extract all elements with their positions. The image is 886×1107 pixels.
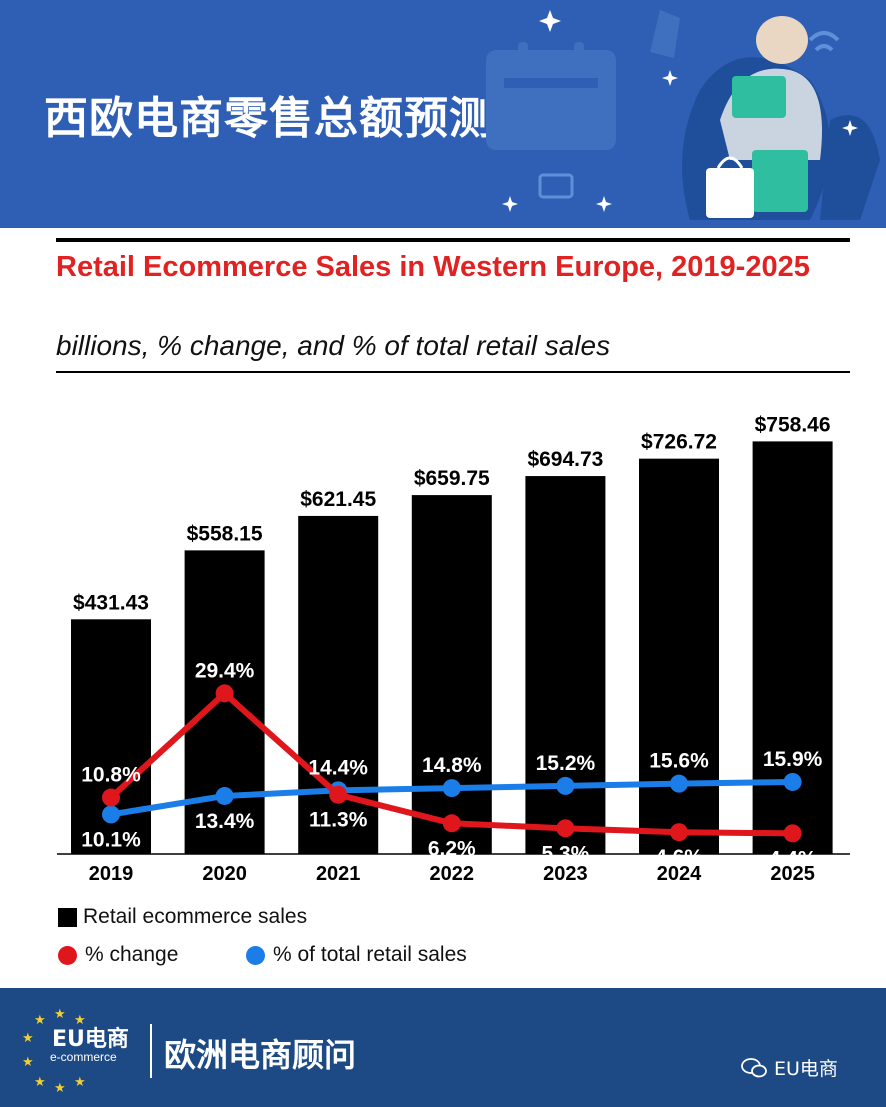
chart-subtitle: billions, % change, and % of total retai… (56, 330, 611, 361)
svg-text:★: ★ (34, 1075, 46, 1090)
legend-item-share: % of total retail sales (246, 943, 467, 967)
shopping-bag-icon (732, 76, 786, 118)
chart-plot: $431.43 $558.15 $621.45 $659.75 $694.73 $726.… (57, 413, 850, 885)
bar-value-label-2021: $621.45 (300, 488, 376, 511)
change-point-2025 (783, 824, 802, 843)
change-point-2020 (215, 684, 234, 703)
legend-swatch-change (58, 945, 77, 965)
page-title: 西欧电商零售总额预测 (44, 93, 494, 144)
svg-text:★: ★ (74, 1013, 86, 1028)
legend-label-share: % of total retail sales (273, 943, 467, 966)
avatar (756, 16, 808, 64)
share-value-label-2023: 15.2% (536, 752, 596, 775)
x-tick-label-2021: 2021 (316, 863, 361, 885)
bar-value-label-2025: $758.46 (755, 413, 831, 436)
sparkle-icons (502, 10, 858, 212)
chart-top-rule (56, 238, 850, 242)
share-point-2022 (442, 779, 461, 798)
change-value-label-2024: 4.6% (655, 846, 703, 869)
svg-text:★: ★ (74, 1075, 86, 1090)
eu-stars-icon: ★ ★ ★ ★ ★ ★ ★ ★ (22, 1007, 86, 1096)
change-value-label-2025: 4.4% (769, 847, 817, 870)
x-tick-label-2020: 2020 (202, 863, 247, 885)
legend-label-change: % change (85, 943, 179, 966)
svg-text:★: ★ (22, 1031, 34, 1046)
bar-value-label-2023: $694.73 (527, 448, 603, 471)
bar-value-label-2019: $431.43 (73, 591, 149, 614)
wechat-icon (741, 1057, 767, 1077)
footer-divider (150, 1024, 152, 1078)
svg-text:★: ★ (54, 1081, 66, 1096)
legend-label-sales: Retail ecommerce sales (83, 905, 308, 928)
share-point-2019 (102, 805, 120, 824)
bar-2023 (525, 476, 606, 854)
bar-value-label-2022: $659.75 (414, 467, 490, 490)
legend-item-sales: Retail ecommerce sales (58, 905, 307, 929)
svg-text:★: ★ (34, 1013, 46, 1028)
logo-text: EU电商 (52, 1027, 129, 1052)
bar-2025 (752, 441, 833, 854)
change-point-2024 (670, 823, 688, 842)
share-value-label-2019: 10.1% (81, 828, 141, 851)
legend-item-change: % change (58, 943, 178, 967)
change-value-label-2020: 29.4% (195, 659, 255, 682)
change-point-2021 (329, 785, 348, 804)
change-value-label-2022: 6.2% (428, 837, 476, 860)
share-value-label-2020: 13.4% (195, 810, 255, 833)
x-tick-label-2019: 2019 (89, 863, 134, 885)
shopping-bag-icon-2 (752, 150, 808, 212)
change-value-label-2023: 5.3% (541, 842, 589, 865)
legend-swatch-share (246, 945, 265, 965)
chart-bottom-rule (56, 371, 850, 373)
share-point-2024 (670, 774, 688, 793)
svg-text:★: ★ (54, 1007, 66, 1022)
share-value-label-2022: 14.8% (422, 754, 482, 777)
legend-swatch-sales (58, 907, 77, 927)
card-icon (538, 173, 574, 199)
wechat-account[interactable]: EU电商 (740, 1054, 838, 1081)
calendar-icon (486, 50, 616, 150)
share-value-label-2021: 14.4% (308, 756, 368, 779)
change-value-label-2019: 10.8% (81, 764, 141, 787)
logo-subtext: e-commerce (50, 1050, 117, 1064)
share-point-2020 (215, 786, 234, 805)
shopping-bag-icon-3 (706, 168, 754, 218)
price-tag-icon (650, 10, 680, 58)
bar-value-label-2020: $558.15 (187, 522, 263, 545)
x-tick-label-2024: 2024 (657, 863, 702, 885)
bar-2022 (411, 495, 492, 854)
share-point-2025 (783, 772, 802, 791)
chart-title: Retail Ecommerce Sales in Western Europe… (56, 251, 810, 283)
change-point-2023 (556, 819, 575, 838)
wifi-icon (808, 31, 840, 42)
x-tick-label-2025: 2025 (770, 863, 815, 885)
change-value-label-2021: 11.3% (309, 809, 368, 832)
x-tick-label-2023: 2023 (543, 863, 588, 885)
share-value-label-2024: 15.6% (649, 750, 709, 773)
share-point-2023 (556, 776, 575, 795)
brand-name: 欧洲电商顾问 (164, 1036, 357, 1074)
x-tick-label-2022: 2022 (430, 863, 475, 885)
svg-text:★: ★ (22, 1055, 34, 1070)
footer-bar: ★ ★ ★ ★ ★ ★ ★ ★ EU电商 e-commerce 欧洲电商顾问 E… (0, 988, 886, 1107)
share-value-label-2025: 15.9% (763, 748, 823, 771)
wechat-label: EU电商 (774, 1058, 838, 1080)
shopping-illustration (486, 10, 880, 220)
bar-value-label-2024: $726.72 (641, 431, 717, 454)
header-banner: 西欧电商零售总额预测 (0, 0, 886, 228)
change-point-2022 (442, 814, 461, 833)
bar-2024 (639, 458, 719, 854)
change-point-2019 (102, 788, 120, 807)
